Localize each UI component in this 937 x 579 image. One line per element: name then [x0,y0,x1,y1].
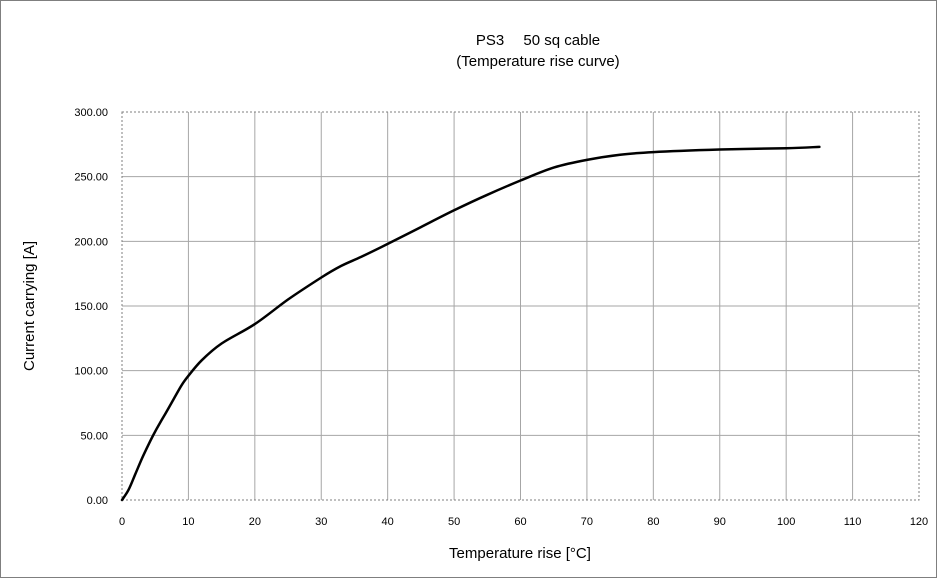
grid [122,112,919,500]
x-tick-label: 50 [448,516,460,528]
y-tick-label: 300.00 [74,107,108,119]
x-tick-label: 30 [315,516,327,528]
plot-area [121,111,920,501]
chart-title: PS3 50 sq cable [476,32,600,49]
x-axis-ticks: 0 10 20 30 40 50 60 70 80 90 100 110 120 [119,516,928,528]
chart-subtitle: (Temperature rise curve) [456,53,619,70]
x-tick-label: 110 [844,516,862,528]
series [120,145,821,502]
x-tick-label: 70 [581,516,593,528]
x-tick-label: 0 [119,516,125,528]
y-tick-label: 0.00 [87,495,108,507]
x-tick-label: 40 [382,516,394,528]
y-tick-label: 200.00 [74,236,108,248]
y-axis-ticks: 0.00 50.00 100.00 150.00 200.00 250.00 300.00 [74,107,108,507]
series-line [120,145,821,502]
x-tick-label: 90 [714,516,726,528]
y-tick-label: 50.00 [80,430,108,442]
y-axis-title: Current carrying [A] [21,241,38,371]
x-tick-label: 100 [777,516,795,528]
y-tick-label: 150.00 [74,301,108,313]
x-axis-title: Temperature rise [°C] [449,545,591,562]
y-tick-label: 250.00 [74,172,108,184]
x-tick-label: 10 [182,516,194,528]
x-tick-label: 20 [249,516,261,528]
x-tick-label: 80 [647,516,659,528]
x-tick-label: 120 [910,516,928,528]
y-tick-label: 100.00 [74,366,108,378]
x-tick-label: 60 [514,516,526,528]
